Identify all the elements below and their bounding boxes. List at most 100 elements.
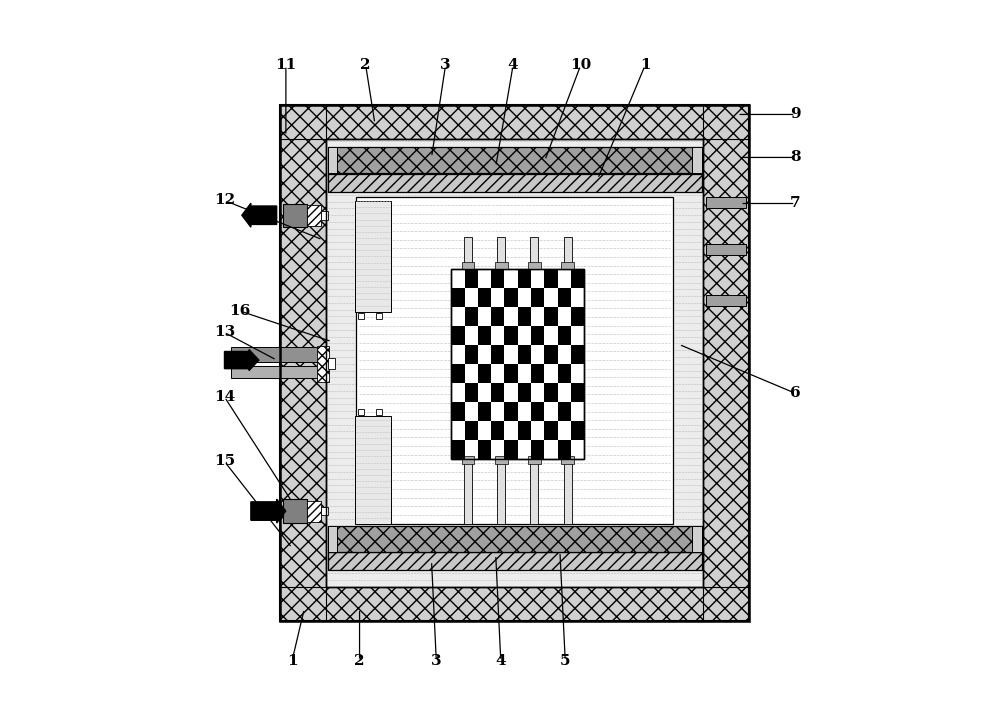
Bar [451,402,465,421]
Bar [518,269,531,288]
FancyArrow shape [251,499,286,523]
Bar [321,211,328,219]
Text: 15: 15 [214,454,235,468]
FancyArrow shape [224,350,259,371]
Bar [328,147,337,173]
Bar [504,402,518,421]
Bar [328,526,337,552]
Bar [504,326,518,345]
Bar [504,364,518,383]
Bar [571,421,584,440]
Bar [280,105,749,621]
Bar [706,296,746,306]
Bar [326,139,703,587]
Text: 2: 2 [354,654,365,668]
Bar [531,402,544,421]
Bar [564,458,572,524]
Bar [692,147,702,173]
Bar [464,458,472,524]
Text: 3: 3 [431,654,442,668]
Bar [544,383,558,402]
Bar [328,526,702,552]
Text: 10: 10 [570,59,591,72]
Bar [328,358,335,369]
Bar [531,326,544,345]
Text: 1: 1 [287,654,297,668]
Bar [491,383,504,402]
Bar [355,201,391,312]
Bar [530,458,538,524]
Bar [571,269,584,288]
Text: 13: 13 [214,326,235,339]
Text: 1: 1 [640,59,650,72]
Bar [530,236,538,269]
Bar [544,307,558,326]
Bar [376,409,382,415]
Bar [465,307,478,326]
Bar [561,456,574,463]
Bar [307,205,321,226]
Bar [558,288,571,307]
Bar [491,345,504,364]
Bar [491,269,504,288]
Bar [558,326,571,345]
Bar [451,440,465,458]
Bar [497,236,505,269]
Bar [328,147,702,173]
Bar [280,105,749,621]
Bar [528,262,541,269]
Bar [528,456,541,463]
Bar [356,197,673,524]
Bar [465,383,478,402]
Bar [451,326,465,345]
Bar [317,346,329,381]
Bar [355,416,391,524]
Bar [231,347,326,362]
Bar [321,507,328,516]
Text: 9: 9 [790,107,801,121]
Bar [518,421,531,440]
Text: 3: 3 [440,59,451,72]
Text: 4: 4 [495,654,506,668]
Bar [451,269,584,458]
Text: 16: 16 [229,304,250,318]
Bar [465,345,478,364]
Bar [464,236,472,269]
Text: 12: 12 [214,193,235,208]
Bar [328,174,702,193]
Bar [558,402,571,421]
Bar [692,526,702,552]
Text: 6: 6 [790,386,801,401]
Bar [465,269,478,288]
Bar [491,307,504,326]
Bar [451,364,465,383]
Bar [358,409,364,415]
Bar [518,345,531,364]
Bar [307,501,321,521]
Bar [478,288,491,307]
Bar [451,288,465,307]
Bar [283,499,307,523]
Bar [531,364,544,383]
Bar [518,383,531,402]
Bar [504,440,518,458]
Text: 5: 5 [560,654,571,668]
Bar [231,366,326,378]
Bar [561,262,574,269]
FancyArrow shape [242,203,277,227]
Bar [495,262,508,269]
Bar [478,402,491,421]
Bar [478,364,491,383]
Text: 4: 4 [508,59,518,72]
Bar [544,269,558,288]
Text: 8: 8 [790,151,801,164]
Bar [558,440,571,458]
Bar [495,456,508,463]
Bar [462,262,474,269]
Bar [558,364,571,383]
Bar [531,288,544,307]
Bar [462,456,474,463]
Bar [465,421,478,440]
Bar [491,421,504,440]
Bar [283,203,307,227]
